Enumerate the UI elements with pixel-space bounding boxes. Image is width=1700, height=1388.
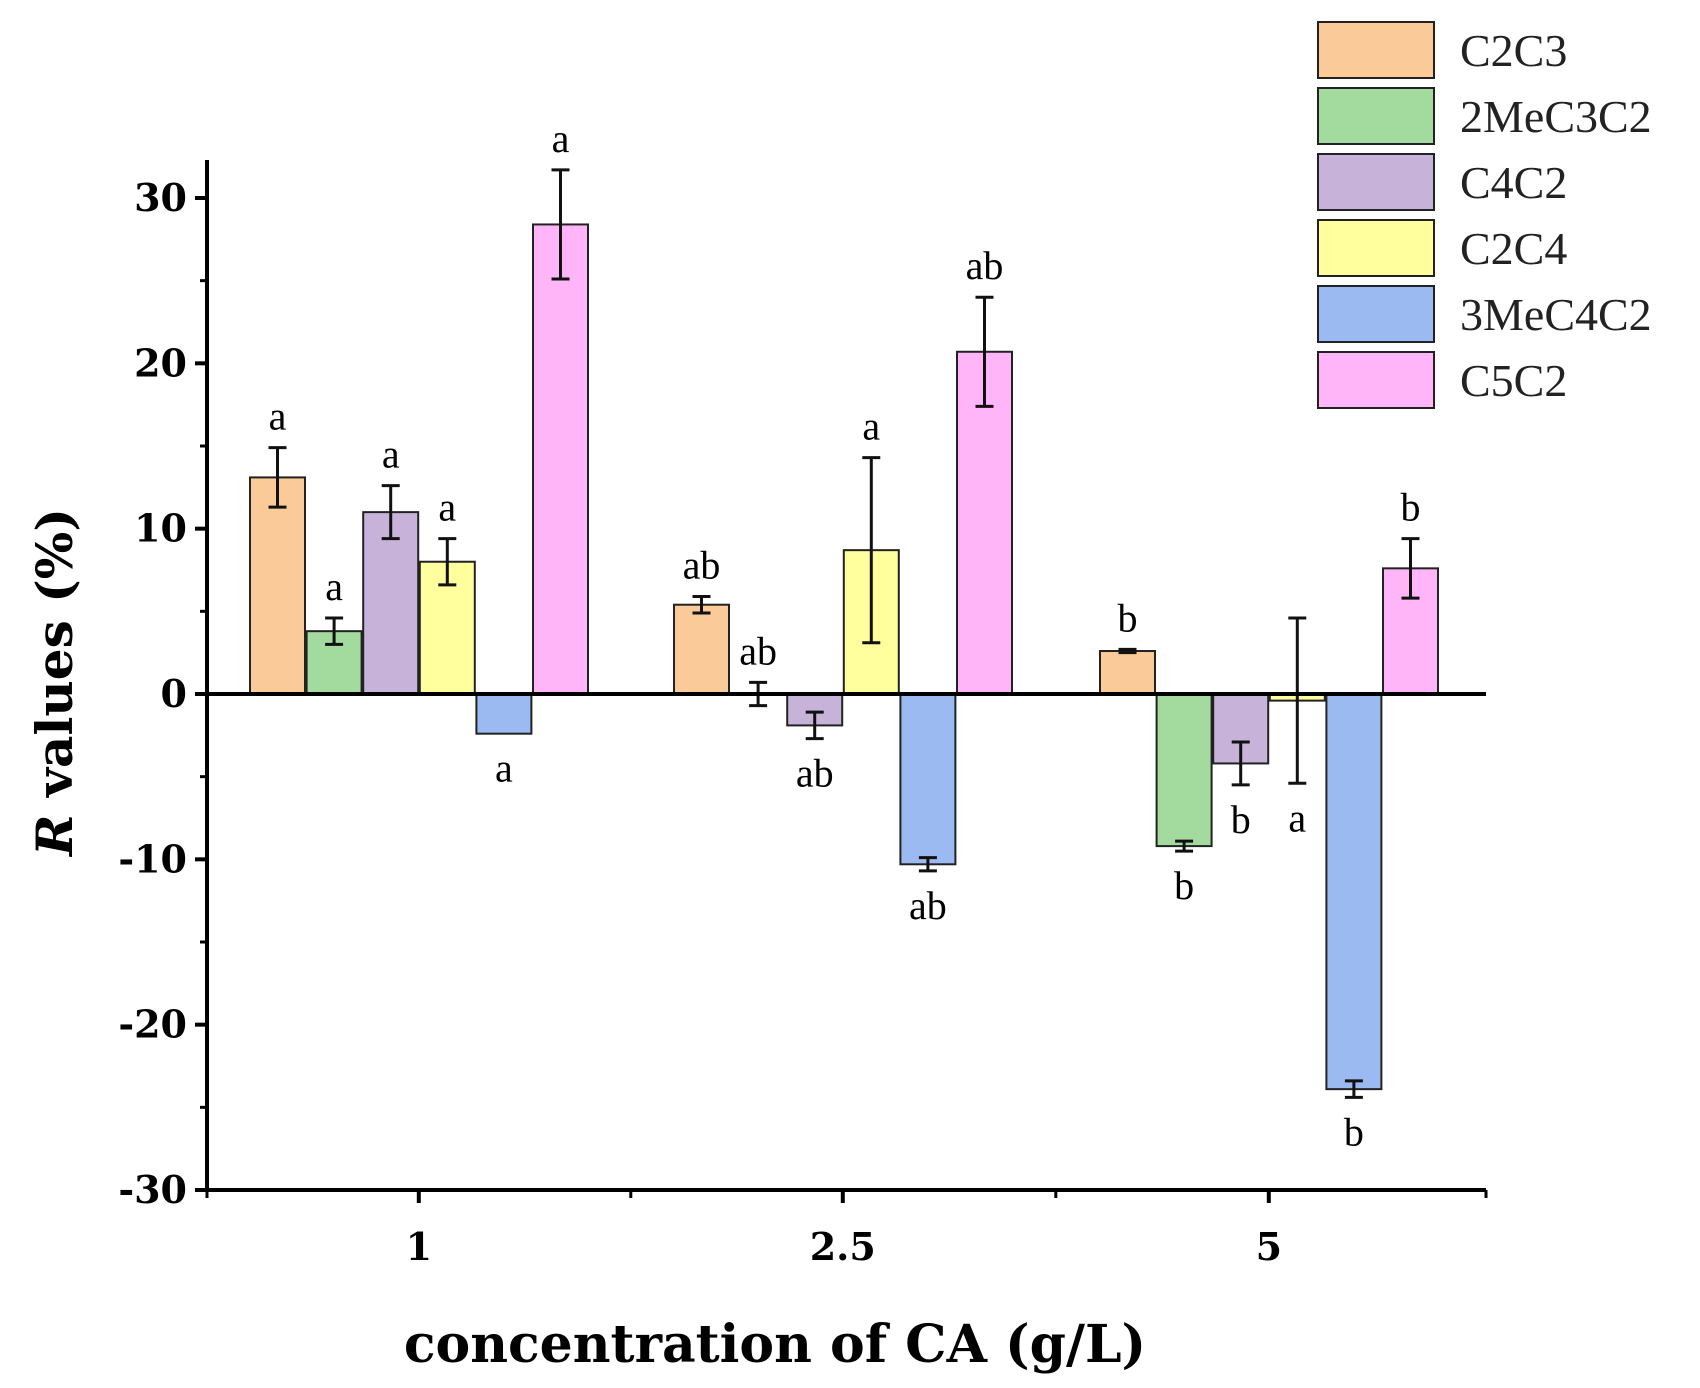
y-tick-label--20: -20	[118, 1002, 187, 1047]
significance-label-C5C2-5: b	[1401, 485, 1421, 530]
significance-label-C2C4-2.5: a	[862, 404, 880, 449]
significance-label-C2C3-5: b	[1118, 595, 1138, 640]
significance-label-3MeC4C2-1: a	[495, 746, 513, 791]
error-bar-C5C2-2.5	[975, 295, 994, 408]
y-tick-label-20: 20	[134, 340, 187, 385]
significance-label-C4C2-2.5: ab	[796, 751, 834, 796]
error-bar-3MeC4C2-5	[1344, 1079, 1363, 1099]
x-tick-label-1: 1	[406, 1224, 432, 1269]
y-tick-label-30: 30	[134, 175, 187, 220]
legend-label-3MeC4C2: 3MeC4C2	[1460, 289, 1652, 340]
legend-swatch-C5C2	[1317, 351, 1435, 409]
bar-3MeC4C2-1	[475, 693, 533, 735]
bar-C2C3-1	[249, 476, 306, 695]
legend-swatch-3MeC4C2	[1317, 285, 1435, 343]
significance-label-C2C3-2.5: ab	[683, 542, 721, 587]
y-tick-label-0: 0	[161, 671, 187, 716]
legend-label-C2C3: C2C3	[1460, 25, 1567, 76]
error-bar-C2C3-1	[268, 446, 287, 509]
bar-C5C2-1	[532, 223, 589, 695]
y-tick-label--30: -30	[118, 1167, 187, 1212]
significance-label-2MeC3C2-5: b	[1174, 863, 1194, 908]
y-tick-label--10: -10	[118, 836, 187, 881]
bar-C2C3-2.5	[673, 603, 730, 695]
error-bar-C2C4-5	[1288, 616, 1307, 785]
legend-label-C4C2: C4C2	[1460, 157, 1567, 208]
significance-label-C5C2-2.5: ab	[966, 243, 1004, 288]
x-tick-label-5: 5	[1256, 1224, 1282, 1269]
legend-label-2MeC3C2: 2MeC3C2	[1460, 91, 1652, 142]
significance-label-C2C4-5: a	[1288, 795, 1306, 840]
error-bar-C4C2-5	[1231, 740, 1250, 787]
legend-swatch-C2C3	[1317, 21, 1435, 79]
significance-label-3MeC4C2-2.5: ab	[909, 883, 947, 928]
y-tick-label-10: 10	[134, 506, 187, 551]
bar-C2C3-5	[1099, 650, 1156, 695]
error-bar-C5C2-1	[551, 168, 570, 281]
error-bar-C2C4-2.5	[862, 456, 881, 645]
significance-label-C2C4-1: a	[438, 485, 456, 530]
legend: C2C3 2MeC3C2 C4C2 C2C4 3MeC4C2 C5C2	[1317, 21, 1652, 409]
significance-label-C5C2-1: a	[552, 116, 570, 161]
significance-label-2MeC3C2-1: a	[325, 564, 343, 609]
error-bar-C2C3-2.5	[692, 594, 711, 615]
y-axis-title-italic: R	[25, 814, 84, 858]
error-bar-C2C4-1	[438, 537, 457, 587]
y-axis-title: R values (%)	[25, 508, 84, 858]
axes: 30 20 10 0 -10 -20 -30 1 2.5 5	[118, 160, 1488, 1269]
legend-swatch-C2C4	[1317, 219, 1435, 277]
x-axis-title: concentration of CA (g/L)	[404, 1314, 1146, 1375]
legend-label-C5C2: C5C2	[1460, 355, 1567, 406]
error-bar-C2C3-5	[1118, 647, 1137, 655]
error-bar-2MeC3C2-5	[1175, 839, 1194, 853]
significance-label-C4C2-5: b	[1231, 797, 1251, 842]
significance-label-2MeC3C2-2.5: ab	[739, 628, 777, 673]
error-bar-C5C2-5	[1401, 537, 1420, 600]
bar-3MeC4C2-5	[1325, 693, 1383, 1091]
bar-2MeC3C2-5	[1155, 693, 1213, 848]
legend-label-C2C4: C2C4	[1460, 223, 1567, 274]
legend-swatch-2MeC3C2	[1317, 87, 1435, 145]
y-axis-title-rest: values (%)	[25, 508, 84, 814]
significance-label-C2C3-1: a	[269, 394, 287, 439]
legend-swatch-C4C2	[1317, 153, 1435, 211]
significance-label-3MeC4C2-5: b	[1344, 1109, 1364, 1154]
error-bar-C4C2-2.5	[805, 710, 824, 741]
error-bar-2MeC3C2-1	[325, 616, 344, 646]
significance-label-C4C2-1: a	[382, 432, 400, 477]
error-bar-3MeC4C2-2.5	[918, 856, 937, 873]
x-tick-label-2.5: 2.5	[810, 1224, 876, 1269]
bar-3MeC4C2-2.5	[899, 693, 957, 866]
error-bar-C4C2-1	[381, 484, 400, 541]
